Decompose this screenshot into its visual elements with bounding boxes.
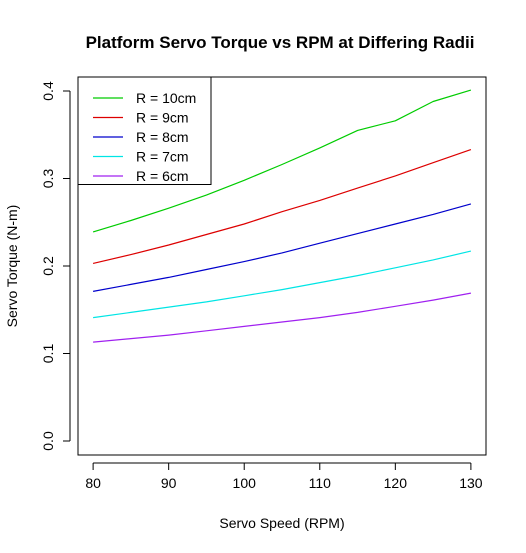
series-lines xyxy=(92,89,472,343)
series-line-r-10cm xyxy=(92,89,472,233)
legend: R = 10cm R = 9cm R = 8cm R = 7cm R = 6cm xyxy=(77,76,212,185)
y-tick-label: 0.2 xyxy=(40,256,56,276)
y-tick-label: 0.4 xyxy=(40,81,56,101)
y-tick-label: 0.3 xyxy=(40,169,56,189)
x-tick-label: 90 xyxy=(161,475,177,491)
legend-box xyxy=(77,76,212,185)
x-axis-label: Servo Speed (RPM) xyxy=(219,515,344,531)
series-line-r-9cm xyxy=(92,149,472,264)
x-tick-label: 80 xyxy=(85,475,101,491)
chart-title: Platform Servo Torque vs RPM at Differin… xyxy=(86,33,475,52)
series-line-r-8cm xyxy=(92,203,472,292)
x-tick-label: 120 xyxy=(384,475,408,491)
y-axis-label: Servo Torque (N-m) xyxy=(4,205,20,328)
x-tick-label: 110 xyxy=(309,475,332,491)
y-tick-label: 0.0 xyxy=(40,431,56,451)
y-tick-label: 0.1 xyxy=(40,344,56,364)
legend-label: R = 10cm xyxy=(136,90,196,106)
x-axis: 80 90 100 110 120 130 xyxy=(85,462,483,491)
y-axis: 0.0 0.1 0.2 0.3 0.4 xyxy=(40,81,71,451)
series-line-r-6cm xyxy=(93,292,472,343)
legend-label: R = 8cm xyxy=(136,129,189,145)
x-tick-label: 100 xyxy=(233,475,257,491)
plot-frame xyxy=(77,76,487,456)
legend-label: R = 6cm xyxy=(136,168,189,184)
x-tick-label: 130 xyxy=(459,475,483,491)
legend-label: R = 9cm xyxy=(136,110,189,126)
legend-label: R = 7cm xyxy=(136,149,189,165)
series-line-r-7cm xyxy=(93,250,472,319)
